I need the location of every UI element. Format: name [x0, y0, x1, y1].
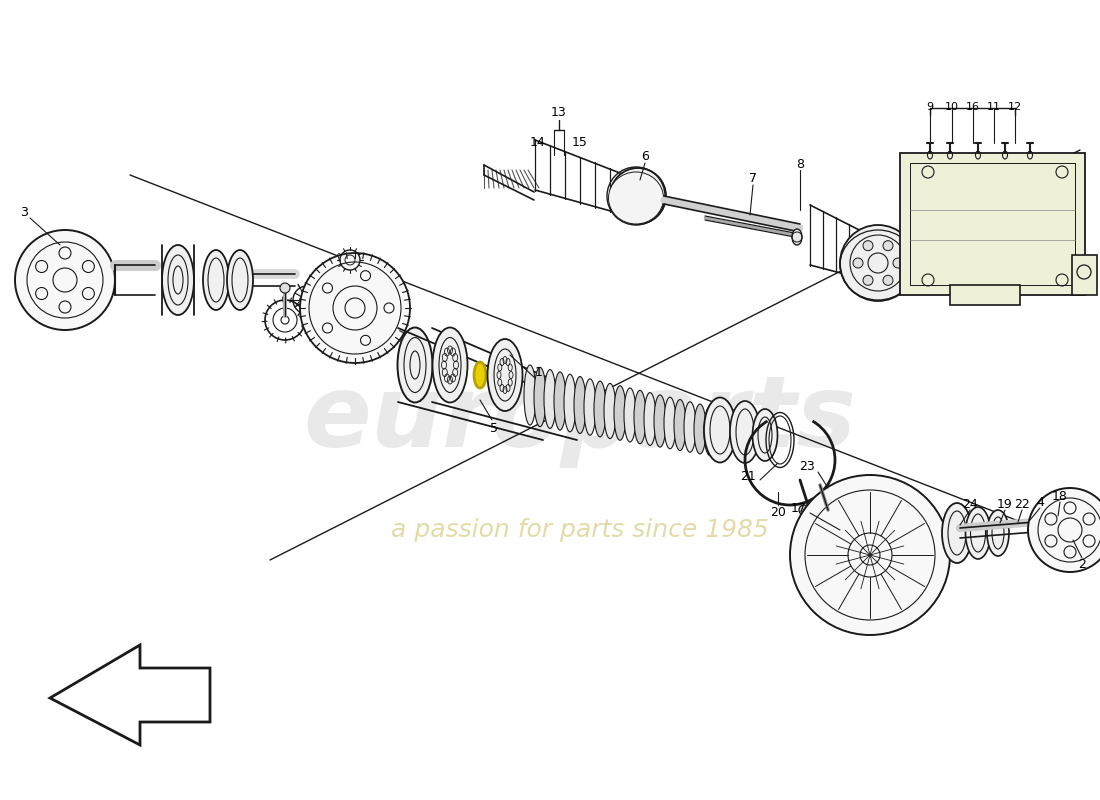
Ellipse shape — [752, 409, 778, 461]
Ellipse shape — [608, 172, 663, 224]
Ellipse shape — [966, 507, 990, 559]
Text: a passion for parts since 1985: a passion for parts since 1985 — [392, 518, 769, 542]
Circle shape — [620, 192, 628, 200]
Circle shape — [840, 225, 916, 301]
Text: 22: 22 — [1014, 498, 1030, 510]
Ellipse shape — [714, 409, 726, 458]
Ellipse shape — [574, 377, 586, 434]
Ellipse shape — [487, 339, 522, 411]
Text: 23: 23 — [800, 461, 815, 474]
Ellipse shape — [624, 388, 636, 442]
Text: 2: 2 — [1078, 558, 1086, 571]
Text: 8: 8 — [796, 158, 804, 170]
Text: 12: 12 — [1008, 102, 1022, 112]
Text: 3: 3 — [20, 206, 28, 218]
Text: 9: 9 — [926, 102, 934, 112]
Circle shape — [300, 253, 410, 363]
Polygon shape — [900, 153, 1085, 295]
Ellipse shape — [564, 374, 576, 432]
Text: 17: 17 — [791, 502, 807, 514]
Ellipse shape — [594, 381, 606, 437]
Circle shape — [883, 275, 893, 286]
Ellipse shape — [614, 386, 626, 440]
Text: 1: 1 — [535, 366, 543, 378]
Circle shape — [864, 275, 873, 286]
Ellipse shape — [987, 510, 1009, 556]
Circle shape — [280, 283, 290, 293]
Text: 5: 5 — [490, 422, 498, 434]
Polygon shape — [1072, 255, 1097, 295]
Text: europarts: europarts — [304, 371, 857, 469]
Text: 19: 19 — [997, 498, 1013, 510]
Circle shape — [627, 180, 635, 188]
Polygon shape — [950, 285, 1020, 305]
Ellipse shape — [534, 367, 546, 426]
Ellipse shape — [474, 362, 486, 388]
Text: 13: 13 — [551, 106, 566, 119]
Ellipse shape — [942, 503, 972, 563]
Ellipse shape — [524, 365, 536, 425]
Ellipse shape — [544, 370, 556, 429]
Ellipse shape — [227, 250, 253, 310]
Ellipse shape — [654, 395, 666, 447]
Text: 18: 18 — [1052, 490, 1068, 502]
Text: 11: 11 — [987, 102, 1001, 112]
Circle shape — [648, 192, 656, 200]
Circle shape — [627, 204, 635, 212]
Circle shape — [852, 258, 864, 268]
Circle shape — [641, 180, 649, 188]
Ellipse shape — [604, 383, 616, 438]
Text: 21: 21 — [740, 470, 756, 482]
Circle shape — [15, 230, 116, 330]
Ellipse shape — [730, 401, 760, 463]
Text: 20: 20 — [770, 506, 785, 518]
Ellipse shape — [792, 229, 802, 245]
Ellipse shape — [634, 390, 646, 444]
Ellipse shape — [704, 398, 736, 462]
Ellipse shape — [584, 379, 596, 435]
Circle shape — [864, 241, 873, 250]
Circle shape — [883, 241, 893, 250]
Circle shape — [893, 258, 903, 268]
Text: 16: 16 — [966, 102, 980, 112]
Ellipse shape — [664, 397, 676, 449]
Ellipse shape — [684, 402, 696, 452]
Text: 24: 24 — [962, 498, 978, 510]
Ellipse shape — [694, 404, 706, 454]
Circle shape — [799, 505, 808, 515]
Ellipse shape — [644, 393, 656, 446]
Circle shape — [790, 475, 950, 635]
Text: 4: 4 — [1036, 495, 1044, 509]
Ellipse shape — [397, 327, 432, 402]
Ellipse shape — [204, 250, 229, 310]
Text: 15: 15 — [572, 137, 587, 150]
Text: 6: 6 — [641, 150, 649, 163]
Ellipse shape — [674, 399, 686, 450]
Ellipse shape — [162, 245, 194, 315]
Ellipse shape — [704, 406, 716, 456]
Ellipse shape — [554, 372, 566, 430]
Text: 7: 7 — [749, 173, 757, 186]
Text: 10: 10 — [945, 102, 959, 112]
Text: 14: 14 — [529, 137, 544, 150]
Circle shape — [641, 204, 649, 212]
Circle shape — [1028, 488, 1100, 572]
Ellipse shape — [432, 327, 468, 402]
Circle shape — [610, 168, 665, 224]
